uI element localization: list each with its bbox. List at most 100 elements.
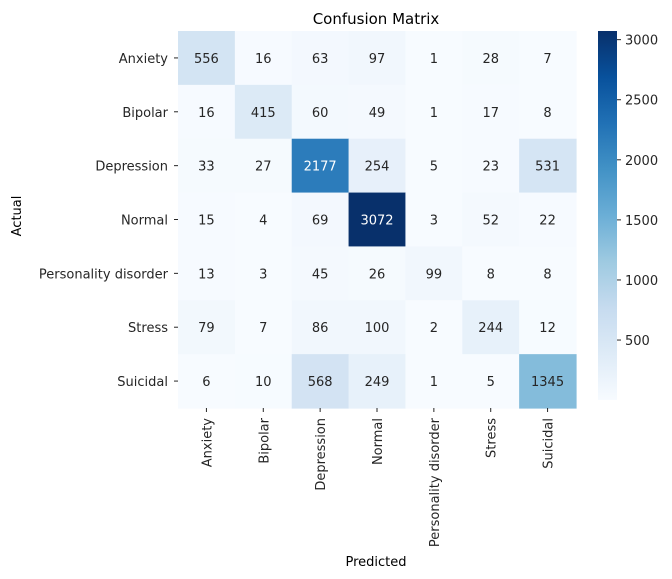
heatmap-cell <box>234 300 293 355</box>
heatmap-cell <box>462 192 520 248</box>
cell-value-label: 1 <box>430 106 438 121</box>
heatmap-cell <box>462 31 520 86</box>
y-tick-label: Stress <box>128 321 168 336</box>
heatmap-cell <box>291 354 350 409</box>
heatmap-cell <box>519 192 577 248</box>
heatmap-cell <box>178 246 236 301</box>
heatmap-cell <box>178 300 236 355</box>
heatmap-cell <box>178 31 236 86</box>
heatmap-cell <box>178 192 236 248</box>
cell-value-label: 79 <box>198 321 215 336</box>
cell-value-label: 415 <box>251 106 276 121</box>
heatmap-cell <box>348 354 407 409</box>
x-tick-labels: Anxiety Bipolar Depression Normal Personalit… <box>200 407 557 547</box>
cell-value-label: 33 <box>198 160 215 175</box>
x-tick-label: Bipolar <box>257 417 272 463</box>
x-tick-label: Normal <box>371 418 386 465</box>
cell-value-label: 7 <box>543 52 551 67</box>
heatmap-cell <box>519 246 577 301</box>
heatmap-cell <box>348 138 407 194</box>
cell-value-label: 27 <box>255 160 272 175</box>
heatmap-cell <box>519 84 577 140</box>
heatmap-cell <box>234 31 293 86</box>
heatmap-cell <box>462 246 520 301</box>
cell-value-label: 23 <box>482 160 499 175</box>
cell-value-label: 99 <box>426 267 443 282</box>
heatmap-cell <box>291 138 350 194</box>
heatmap-cell <box>178 84 236 140</box>
colorbar-tick-label: 2500 <box>625 94 658 109</box>
cell-value-label: 49 <box>369 106 386 121</box>
cell-value-label: 1 <box>430 52 438 67</box>
chart-title: Confusion Matrix <box>313 10 440 28</box>
cell-value-label: 244 <box>478 321 503 336</box>
cell-value-label: 1345 <box>531 375 564 390</box>
colorbar-tick-label: 1000 <box>625 274 658 289</box>
cell-value-label: 5 <box>430 160 438 175</box>
heatmap-cell <box>519 300 577 355</box>
heatmap-cell <box>405 192 463 248</box>
cell-value-label: 17 <box>482 106 499 121</box>
cell-value-label: 8 <box>543 267 551 282</box>
y-tick-label: Normal <box>121 213 168 228</box>
heatmap-cell <box>405 246 463 301</box>
cell-value-label: 16 <box>198 106 215 121</box>
heatmap-cell <box>234 354 293 409</box>
heatmap-cell <box>348 31 407 86</box>
cell-value-label: 1 <box>430 375 438 390</box>
heatmap-cell <box>234 246 293 301</box>
heatmap-cell <box>234 138 293 194</box>
y-axis-label: Actual <box>10 196 25 237</box>
cell-value-label: 100 <box>365 321 390 336</box>
cell-value-label: 556 <box>194 52 219 67</box>
cell-value-label: 28 <box>482 52 499 67</box>
x-tick-label: Suicidal <box>542 418 557 469</box>
cell-value-label: 2177 <box>304 160 337 175</box>
colorbar-gradient <box>598 31 617 400</box>
cell-value-label: 249 <box>365 375 390 390</box>
heatmap-cell <box>291 192 350 248</box>
cell-value-label: 2 <box>430 321 438 336</box>
y-tick-label: Anxiety <box>119 52 169 67</box>
heatmap-cell <box>405 84 463 140</box>
cell-value-label: 60 <box>312 106 329 121</box>
heatmap-cell <box>348 300 407 355</box>
cell-value-label: 568 <box>308 375 333 390</box>
colorbar-tick-label: 500 <box>625 334 650 349</box>
cell-value-label: 5 <box>487 375 495 390</box>
cell-value-label: 8 <box>487 267 495 282</box>
cell-value-label: 12 <box>539 321 556 336</box>
heatmap-cell <box>291 300 350 355</box>
cell-value-label: 7 <box>259 321 267 336</box>
cell-value-label: 97 <box>369 52 386 67</box>
cell-value-label: 86 <box>312 321 329 336</box>
cell-value-label: 22 <box>539 213 556 228</box>
heatmap-cell <box>234 192 293 248</box>
heatmap-cell <box>462 84 520 140</box>
heatmap-cell <box>291 246 350 301</box>
heatmap-cell <box>348 246 407 301</box>
x-tick-label: Personality disorder <box>428 417 443 547</box>
heatmap-cell <box>178 138 236 194</box>
cell-value-label: 3 <box>430 213 438 228</box>
heatmap-cell <box>405 354 463 409</box>
y-tick-label: Bipolar <box>122 106 168 121</box>
heatmap-cell <box>462 354 520 409</box>
heatmap-cell <box>348 192 407 248</box>
x-axis-label: Predicted <box>345 555 406 570</box>
cell-value-label: 52 <box>482 213 499 228</box>
cell-value-label: 8 <box>543 106 551 121</box>
cell-value-label: 10 <box>255 375 272 390</box>
colorbar-tick-label: 2000 <box>625 154 658 169</box>
cell-value-label: 6 <box>202 375 210 390</box>
heatmap-cell <box>178 354 236 409</box>
cell-value-label: 16 <box>255 52 272 67</box>
cell-value-label: 69 <box>312 213 329 228</box>
heatmap-cell <box>405 300 463 355</box>
cell-value-label: 3072 <box>360 213 393 228</box>
cell-value-label: 13 <box>198 267 215 282</box>
y-tick-label: Suicidal <box>117 375 168 390</box>
cell-value-label: 254 <box>365 160 390 175</box>
y-tick-label: Personality disorder <box>39 267 169 282</box>
heatmap-cell <box>519 31 577 86</box>
